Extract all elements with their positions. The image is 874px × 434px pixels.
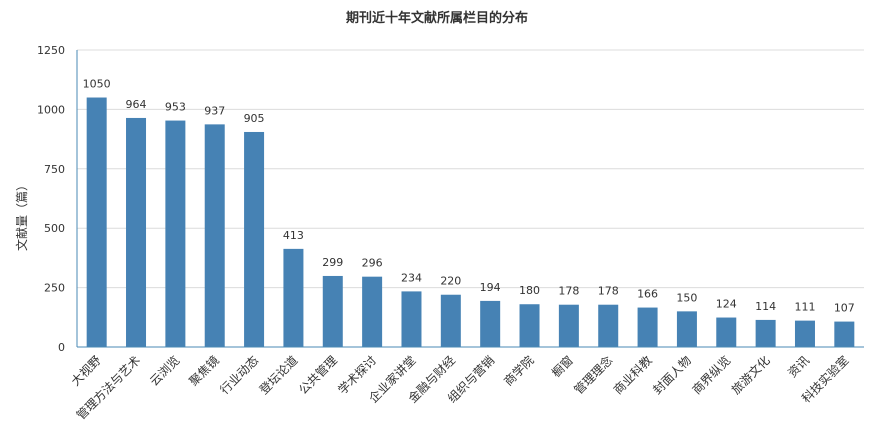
data-label: 150 [676,291,697,304]
y-tick-label: 500 [44,222,65,235]
bar [165,120,186,347]
bar [480,300,501,347]
x-tick-label: 登坛论道 [256,353,301,398]
y-tick-label: 1250 [37,44,65,57]
x-tick-label: 商界纵览 [689,353,734,398]
bar [794,320,815,347]
bar [676,311,697,347]
data-label: 299 [322,256,343,269]
bar [204,124,225,347]
bar [755,319,776,347]
bar [558,304,579,347]
bar [834,321,855,347]
bar [716,317,737,347]
data-label: 905 [244,112,265,125]
x-tick-label: 聚焦镜 [186,353,222,389]
bar [244,131,265,347]
x-tick-label: 商学院 [501,353,537,389]
y-tick-label: 250 [44,282,65,295]
x-tick-label: 云浏览 [146,353,182,389]
data-label: 937 [204,104,225,117]
bar [598,304,619,347]
bar [86,97,107,348]
x-tick-label: 旅游文化 [728,353,773,398]
data-label: 178 [598,285,619,298]
chart-title: 期刊近十年文献所属栏目的分布 [346,10,528,26]
gridlines [77,49,864,289]
y-tick-label: 750 [44,163,65,176]
x-tick-label: 行业动态 [217,353,261,397]
data-label: 107 [834,302,855,315]
bar [637,307,658,347]
data-label: 964 [126,98,147,111]
data-label: 111 [794,301,815,314]
y-axis-ticks: 0 250 500 750 1000 1250 [37,44,65,354]
bar [126,117,147,347]
x-tick-label: 资讯 [785,353,812,380]
bar [362,276,383,347]
bar [440,294,461,347]
data-label: 124 [716,298,737,311]
x-tick-label: 大视野 [68,353,104,389]
y-axis-label: 文献量（篇） [14,179,29,251]
y-tick-label: 1000 [37,103,65,116]
x-tick-label: 管理理念 [571,353,616,398]
data-label: 1050 [83,78,111,91]
x-tick-label: 商业科教 [610,353,655,398]
data-label: 953 [165,101,186,114]
y-tick-label: 0 [58,341,65,354]
bars [86,97,855,348]
x-tick-label: 封面人物 [650,353,694,397]
bar [283,248,304,347]
data-label: 166 [637,288,658,301]
data-label: 178 [558,285,579,298]
bar [322,275,343,347]
data-label: 296 [362,257,383,270]
x-tick-label: 公共管理 [295,353,340,398]
x-tick-label: 橱窗 [549,353,576,380]
data-label: 114 [755,300,776,313]
data-label: 220 [440,275,461,288]
bar [519,304,540,347]
data-label: 234 [401,271,422,284]
data-label: 180 [519,284,540,297]
bar [401,291,422,347]
data-label: 194 [480,281,501,294]
data-labels: 1050 964 953 937 905 413 299 296 234 220 194 180 178… [83,78,855,315]
data-label: 413 [283,229,304,242]
